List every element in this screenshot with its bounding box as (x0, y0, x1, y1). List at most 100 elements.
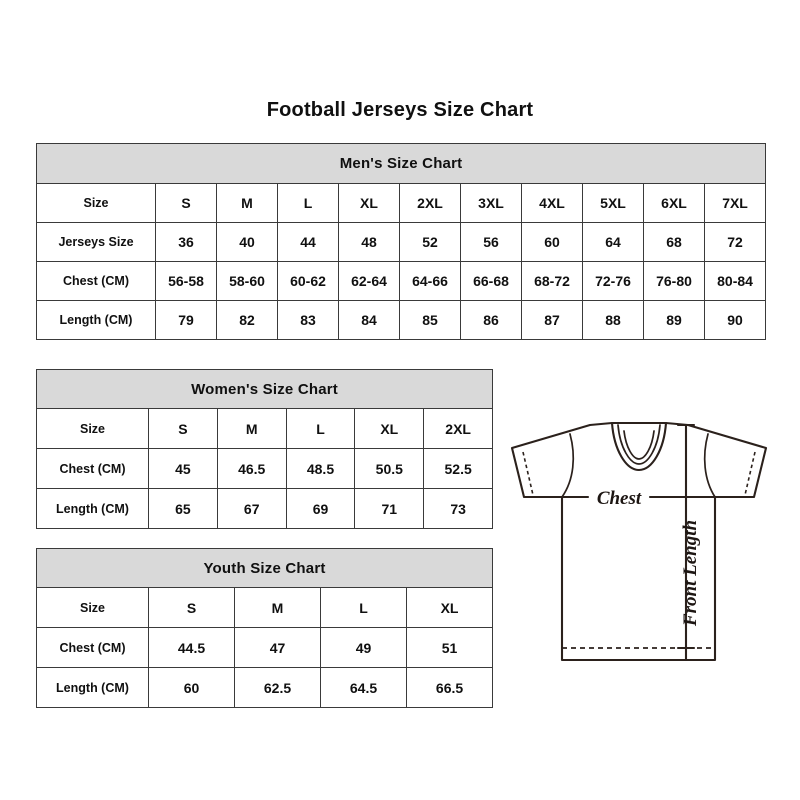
mens-size-chart-table: Men's Size Chart Size S M L XL 2XL 3XL 4… (35, 143, 767, 340)
cell: 76-80 (643, 261, 705, 301)
cell: 88 (582, 300, 644, 340)
column-header-l: L (285, 408, 356, 449)
row-label-chest-cm: Chest (CM) (36, 627, 149, 668)
table-row: Chest (CM) 56-58 58-60 60-62 62-64 64-66… (36, 261, 767, 301)
cell: 51 (405, 627, 494, 668)
cell: 45 (148, 448, 218, 489)
column-header-l: L (277, 183, 339, 223)
table-row: Jerseys Size 36 40 44 48 52 56 60 64 68 … (36, 222, 767, 262)
cell: 72-76 (582, 261, 644, 301)
cell: 56-58 (155, 261, 217, 301)
table-row: Length (CM) 60 62.5 64.5 66.5 (36, 667, 494, 708)
cell: 66.5 (405, 667, 494, 708)
cell: 82 (216, 300, 278, 340)
cell: 79 (155, 300, 217, 340)
womens-chart-caption: Women's Size Chart (35, 369, 494, 409)
cell: 60-62 (277, 261, 339, 301)
column-header-size: Size (36, 587, 149, 628)
table-caption-row: Men's Size Chart (35, 143, 767, 184)
cell: 50.5 (354, 448, 425, 489)
cell: 56 (460, 222, 522, 262)
table-row: Chest (CM) 45 46.5 48.5 50.5 52.5 (36, 448, 494, 489)
cell: 67 (216, 488, 287, 529)
cell: 47 (234, 627, 321, 668)
column-header-4xl: 4XL (521, 183, 583, 223)
cell: 89 (643, 300, 705, 340)
cell: 84 (338, 300, 400, 340)
left-cuff-stitch (522, 451, 534, 496)
cell: 52.5 (423, 448, 494, 489)
youth-chart-caption: Youth Size Chart (35, 548, 494, 588)
row-label-length-cm: Length (CM) (36, 300, 156, 340)
column-header-m: M (216, 183, 278, 223)
row-label-length-cm: Length (CM) (36, 667, 149, 708)
jersey-measurement-diagram: Chest Front Length (500, 398, 790, 683)
cell: 64 (582, 222, 644, 262)
collar-inner-line-1 (617, 424, 661, 465)
chest-label: Chest (597, 488, 642, 509)
cell: 66-68 (460, 261, 522, 301)
column-header-s: S (155, 183, 217, 223)
row-label-jerseys-size: Jerseys Size (36, 222, 156, 262)
cell: 73 (423, 488, 494, 529)
row-label-length-cm: Length (CM) (36, 488, 149, 529)
row-label-chest-cm: Chest (CM) (36, 261, 156, 301)
cell: 44 (277, 222, 339, 262)
collar-inner-line-2 (623, 430, 655, 460)
cell: 40 (216, 222, 278, 262)
right-cuff-stitch (744, 451, 756, 496)
cell: 48.5 (285, 448, 356, 489)
cell: 87 (521, 300, 583, 340)
jersey-body-outline (510, 421, 768, 662)
cell: 58-60 (216, 261, 278, 301)
cell: 83 (277, 300, 339, 340)
cell: 36 (155, 222, 217, 262)
column-header-xl: XL (354, 408, 425, 449)
cell: 64.5 (320, 667, 407, 708)
mens-chart-caption: Men's Size Chart (35, 143, 767, 184)
right-armhole-seam (703, 433, 716, 498)
column-header-xl: XL (405, 587, 494, 628)
cell: 48 (338, 222, 400, 262)
cell: 69 (285, 488, 356, 529)
front-length-label: Front Length (680, 520, 701, 627)
column-header-l: L (320, 587, 407, 628)
column-header-6xl: 6XL (643, 183, 705, 223)
cell: 86 (460, 300, 522, 340)
cell: 80-84 (703, 261, 767, 301)
table-row: Length (CM) 79 82 83 84 85 86 87 88 89 9… (36, 300, 767, 340)
cell: 49 (320, 627, 407, 668)
column-header-xl: XL (338, 183, 400, 223)
cell: 68-72 (521, 261, 583, 301)
table-row: Length (CM) 65 67 69 71 73 (36, 488, 494, 529)
cell: 68 (643, 222, 705, 262)
table-header-row: Size S M L XL 2XL 3XL 4XL 5XL 6XL 7XL (36, 183, 767, 223)
column-header-3xl: 3XL (460, 183, 522, 223)
youth-size-chart-table: Youth Size Chart Size S M L XL Chest (CM… (35, 548, 494, 708)
cell: 62.5 (234, 667, 321, 708)
column-header-s: S (148, 587, 235, 628)
column-header-5xl: 5XL (582, 183, 644, 223)
table-caption-row: Women's Size Chart (35, 369, 494, 409)
row-label-chest-cm: Chest (CM) (36, 448, 149, 489)
cell: 60 (521, 222, 583, 262)
cell: 85 (399, 300, 461, 340)
table-row: Chest (CM) 44.5 47 49 51 (36, 627, 494, 668)
column-header-s: S (148, 408, 218, 449)
column-header-2xl: 2XL (399, 183, 461, 223)
cell: 44.5 (148, 627, 235, 668)
table-header-row: Size S M L XL (36, 587, 494, 628)
table-header-row: Size S M L XL 2XL (36, 408, 494, 449)
womens-size-chart-table: Women's Size Chart Size S M L XL 2XL Che… (35, 369, 494, 529)
cell: 72 (703, 222, 767, 262)
column-header-7xl: 7XL (703, 183, 767, 223)
column-header-size: Size (36, 183, 156, 223)
page-title: Football Jerseys Size Chart (266, 99, 534, 121)
table-caption-row: Youth Size Chart (35, 548, 494, 588)
left-armhole-seam (561, 433, 575, 498)
column-header-m: M (216, 408, 287, 449)
cell: 60 (148, 667, 235, 708)
column-header-size: Size (36, 408, 149, 449)
cell: 46.5 (216, 448, 287, 489)
cell: 65 (148, 488, 218, 529)
